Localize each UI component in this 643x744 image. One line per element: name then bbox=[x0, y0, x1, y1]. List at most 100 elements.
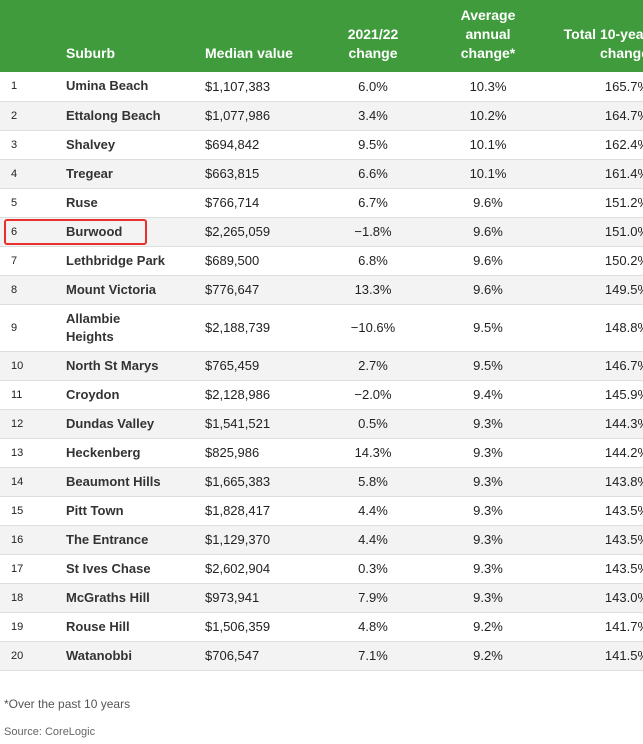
source-credit: Source: CoreLogic bbox=[4, 725, 96, 738]
total-10-year-change-cell: 164.7% bbox=[547, 101, 643, 131]
header-average-annual-change: Average annual change* bbox=[429, 0, 547, 72]
change-2021-22-cell: 14.3% bbox=[317, 438, 429, 468]
suburb-cell: St Ives Chase bbox=[60, 554, 199, 584]
median-value-cell: $1,129,370 bbox=[199, 525, 317, 555]
average-annual-change-cell: 9.3% bbox=[429, 438, 547, 468]
header-total-10-year-change: Total 10-year change bbox=[547, 0, 643, 72]
change-2021-22-cell: −2.0% bbox=[317, 380, 429, 410]
rank-cell: 7 bbox=[0, 246, 60, 276]
rank-cell: 13 bbox=[0, 438, 60, 468]
suburb-cell: Lethbridge Park bbox=[60, 246, 199, 276]
median-value-cell: $1,665,383 bbox=[199, 467, 317, 497]
rank-cell: 5 bbox=[0, 188, 60, 218]
rank-cell: 3 bbox=[0, 130, 60, 160]
suburb-cell: Beaumont Hills bbox=[60, 467, 199, 497]
rank-cell: 8 bbox=[0, 275, 60, 305]
rank-cell: 17 bbox=[0, 554, 60, 584]
median-value-cell: $1,107,383 bbox=[199, 72, 317, 102]
rank-cell: 11 bbox=[0, 380, 60, 410]
change-2021-22-cell: 6.7% bbox=[317, 188, 429, 218]
change-2021-22-cell: 4.4% bbox=[317, 496, 429, 526]
header-rank bbox=[0, 0, 60, 72]
footnote: *Over the past 10 years bbox=[4, 696, 131, 711]
median-value-cell: $2,128,986 bbox=[199, 380, 317, 410]
total-10-year-change-cell: 149.5% bbox=[547, 275, 643, 305]
total-10-year-change-cell: 146.7% bbox=[547, 351, 643, 381]
total-10-year-change-cell: 162.4% bbox=[547, 130, 643, 160]
header-avg-line3: change* bbox=[460, 45, 516, 61]
average-annual-change-cell: 9.3% bbox=[429, 554, 547, 584]
average-annual-change-cell: 9.3% bbox=[429, 496, 547, 526]
change-2021-22-cell: −10.6% bbox=[317, 304, 429, 352]
median-value-cell: $1,828,417 bbox=[199, 496, 317, 526]
suburb-cell: Rouse Hill bbox=[60, 612, 199, 642]
total-10-year-change-cell: 144.3% bbox=[547, 409, 643, 439]
total-10-year-change-cell: 151.2% bbox=[547, 188, 643, 218]
table-row: 9 Allambie Heights $2,188,739 −10.6% 9.5% 148.… bbox=[0, 304, 643, 352]
median-value-cell: $1,541,521 bbox=[199, 409, 317, 439]
total-10-year-change-cell: 161.4% bbox=[547, 159, 643, 189]
average-annual-change-cell: 9.2% bbox=[429, 612, 547, 642]
change-2021-22-cell: 2.7% bbox=[317, 351, 429, 381]
change-2021-22-cell: 0.3% bbox=[317, 554, 429, 584]
change-2021-22-cell: 7.9% bbox=[317, 583, 429, 613]
change-2021-22-cell: 9.5% bbox=[317, 130, 429, 160]
total-10-year-change-cell: 141.7% bbox=[547, 612, 643, 642]
suburb-cell: Ettalong Beach bbox=[60, 101, 199, 131]
suburb-cell: The Entrance bbox=[60, 525, 199, 555]
change-2021-22-cell: 6.0% bbox=[317, 72, 429, 102]
suburb-cell: Watanobbi bbox=[60, 641, 199, 671]
total-10-year-change-cell: 143.8% bbox=[547, 467, 643, 497]
table-header: Suburb Median value 2021/22 change Avera… bbox=[0, 0, 643, 72]
average-annual-change-cell: 9.6% bbox=[429, 275, 547, 305]
average-annual-change-cell: 10.1% bbox=[429, 159, 547, 189]
median-value-cell: $765,459 bbox=[199, 351, 317, 381]
total-10-year-change-cell: 143.0% bbox=[547, 583, 643, 613]
average-annual-change-cell: 9.4% bbox=[429, 380, 547, 410]
rank-cell: 12 bbox=[0, 409, 60, 439]
median-value-cell: $1,506,359 bbox=[199, 612, 317, 642]
rank-cell: 15 bbox=[0, 496, 60, 526]
rank-cell: 16 bbox=[0, 525, 60, 555]
average-annual-change-cell: 10.3% bbox=[429, 72, 547, 102]
average-annual-change-cell: 9.5% bbox=[429, 304, 547, 352]
suburb-cell: Ruse bbox=[60, 188, 199, 218]
suburb-cell: Croydon bbox=[60, 380, 199, 410]
average-annual-change-cell: 9.3% bbox=[429, 409, 547, 439]
suburb-cell: Allambie Heights bbox=[60, 304, 199, 352]
median-value-cell: $973,941 bbox=[199, 583, 317, 613]
suburb-cell: Heckenberg bbox=[60, 438, 199, 468]
suburb-cell: Shalvey bbox=[60, 130, 199, 160]
average-annual-change-cell: 9.6% bbox=[429, 188, 547, 218]
median-value-cell: $663,815 bbox=[199, 159, 317, 189]
header-total-label: Total 10-year change bbox=[563, 26, 643, 61]
rank-cell: 9 bbox=[0, 304, 60, 352]
header-avg-line1: Average bbox=[460, 7, 516, 23]
rank-cell: 10 bbox=[0, 351, 60, 381]
total-10-year-change-cell: 150.2% bbox=[547, 246, 643, 276]
total-10-year-change-cell: 145.9% bbox=[547, 380, 643, 410]
total-10-year-change-cell: 143.5% bbox=[547, 554, 643, 584]
change-2021-22-cell: 5.8% bbox=[317, 467, 429, 497]
rank-cell: 1 bbox=[0, 72, 60, 102]
change-2021-22-cell: 6.8% bbox=[317, 246, 429, 276]
suburb-cell: Pitt Town bbox=[60, 496, 199, 526]
rank-cell: 19 bbox=[0, 612, 60, 642]
suburb-growth-table: Suburb Median value 2021/22 change Avera… bbox=[0, 0, 643, 671]
median-value-cell: $706,547 bbox=[199, 641, 317, 671]
median-value-cell: $694,842 bbox=[199, 130, 317, 160]
total-10-year-change-cell: 148.8% bbox=[547, 304, 643, 352]
